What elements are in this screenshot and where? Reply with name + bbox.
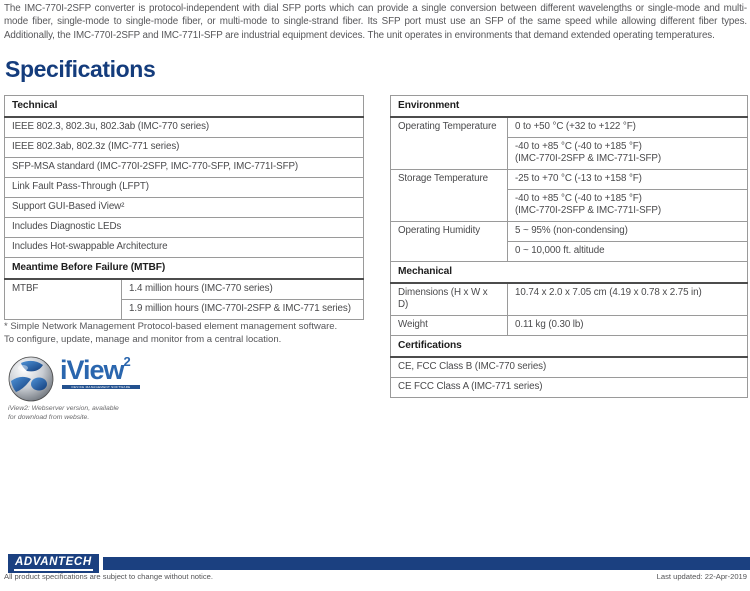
dimensions-label-cell: Dimensions (H x W x D) <box>390 282 508 316</box>
mtbf-section-header: Meantime Before Failure (MTBF) <box>4 257 364 280</box>
iview-superscript: 2 <box>123 354 131 369</box>
table-section-row: Environment <box>390 95 748 118</box>
mtbf-label-cell: MTBF <box>4 278 122 320</box>
operating-temp-label-cell: Operating Temperature <box>390 116 508 170</box>
table-row: Includes Diagnostic LEDs <box>4 217 364 238</box>
table-row: Weight 0.11 kg (0.30 lb) <box>390 315 748 336</box>
table-section-row: Mechanical <box>390 261 748 284</box>
table-section-row: Technical <box>4 95 364 118</box>
table-section-row: Certifications <box>390 335 748 358</box>
snmp-footnote: * Simple Network Management Protocol-bas… <box>4 321 338 345</box>
technical-row-ieee-770: IEEE 802.3, 802.3u, 802.3ab (IMC-770 ser… <box>4 116 364 138</box>
table-row: MTBF 1.4 million hours (IMC-770 series) <box>4 278 364 320</box>
table-row: Operating Humidity 5 ~ 95% (non-condensi… <box>390 221 748 262</box>
table-row: 0 ~ 10,000 ft. altitude <box>391 241 748 262</box>
table-row: IEEE 802.3ab, 802.3z (IMC-771 series) <box>4 137 364 158</box>
storage-temp-value-standard: -25 to +70 °C (-13 to +158 °F) <box>507 169 748 190</box>
table-row: Dimensions (H x W x D) 10.74 x 2.0 x 7.0… <box>390 282 748 316</box>
table-row: Storage Temperature -25 to +70 °C (-13 t… <box>390 169 748 222</box>
operating-temp-value-extended: -40 to +85 °C (-40 to +185 °F) (IMC-770I… <box>507 137 748 170</box>
mtbf-value-771: 1.9 million hours (IMC-770I-2SFP & IMC-7… <box>121 299 364 320</box>
table-row: -40 to +85 °C (-40 to +185 °F) (IMC-770I… <box>391 189 748 222</box>
table-row: Support GUI-Based iView² <box>4 197 364 218</box>
iview-globe-icon <box>8 356 54 407</box>
technical-row-lfpt: Link Fault Pass-Through (LFPT) <box>4 177 364 198</box>
mechanical-section-header: Mechanical <box>390 261 748 284</box>
page-title: Specifications <box>5 56 156 82</box>
table-row: CE FCC Class A (IMC-771 series) <box>390 377 748 398</box>
table-row: Link Fault Pass-Through (LFPT) <box>4 177 364 198</box>
table-row: Includes Hot-swappable Architecture <box>4 237 364 258</box>
iview-caption: iView2: Webserver version, available for… <box>8 405 119 421</box>
technical-row-hot-swap: Includes Hot-swappable Architecture <box>4 237 364 258</box>
advantech-wordmark: ADVANTECH <box>14 556 93 571</box>
technical-row-ieee-771: IEEE 802.3ab, 802.3z (IMC-771 series) <box>4 137 364 158</box>
certification-row-771: CE FCC Class A (IMC-771 series) <box>390 377 748 398</box>
footer-last-updated: Last updated: 22-Apr-2019 <box>656 572 747 581</box>
iview-wordmark: iView <box>60 355 125 385</box>
table-row: 1.9 million hours (IMC-770I-2SFP & IMC-7… <box>5 299 364 320</box>
table-row: Operating Temperature 0 to +50 °C (+32 t… <box>390 116 748 170</box>
environment-table: Environment Operating Temperature 0 to +… <box>390 95 748 398</box>
table-section-row: Meantime Before Failure (MTBF) <box>4 257 364 280</box>
storage-temp-label-cell: Storage Temperature <box>390 169 508 222</box>
weight-label-cell: Weight <box>390 315 508 336</box>
operating-temp-value-standard: 0 to +50 °C (+32 to +122 °F) <box>507 116 748 138</box>
footer-brand-bar <box>103 557 750 570</box>
table-row: IEEE 802.3, 802.3u, 802.3ab (IMC-770 ser… <box>4 116 364 138</box>
weight-value: 0.11 kg (0.30 lb) <box>507 315 748 336</box>
iview-tagline: DEVICE MANAGEMENT SOFTWARE <box>62 385 140 389</box>
table-row: -40 to +85 °C (-40 to +185 °F) (IMC-770I… <box>391 137 748 170</box>
technical-table: Technical IEEE 802.3, 802.3u, 802.3ab (I… <box>4 95 364 320</box>
humidity-label-cell: Operating Humidity <box>390 221 508 262</box>
environment-section-header: Environment <box>390 95 748 118</box>
advantech-logo: ADVANTECH <box>8 554 99 573</box>
certifications-section-header: Certifications <box>390 335 748 358</box>
table-row: CE, FCC Class B (IMC-770 series) <box>390 356 748 378</box>
dimensions-value: 10.74 x 2.0 x 7.05 cm (4.19 x 0.78 x 2.7… <box>507 282 748 316</box>
certification-row-770: CE, FCC Class B (IMC-770 series) <box>390 356 748 378</box>
altitude-value: 0 ~ 10,000 ft. altitude <box>507 241 748 262</box>
humidity-value: 5 ~ 95% (non-condensing) <box>507 221 748 242</box>
footer-disclaimer: All product specifications are subject t… <box>4 572 213 581</box>
technical-row-leds: Includes Diagnostic LEDs <box>4 217 364 238</box>
iview-logo: iView2 DEVICE MANAGEMENT SOFTWARE iView2… <box>8 354 140 421</box>
technical-row-sfp-msa: SFP-MSA standard (IMC-770I-2SFP, IMC-770… <box>4 157 364 178</box>
technical-section-header: Technical <box>4 95 364 118</box>
storage-temp-value-extended: -40 to +85 °C (-40 to +185 °F) (IMC-770I… <box>507 189 748 222</box>
technical-row-iview: Support GUI-Based iView² <box>4 197 364 218</box>
intro-paragraph: The IMC-770I-2SFP converter is protocol-… <box>4 3 747 41</box>
mtbf-value-770: 1.4 million hours (IMC-770 series) <box>121 278 364 300</box>
table-row: SFP-MSA standard (IMC-770I-2SFP, IMC-770… <box>4 157 364 178</box>
